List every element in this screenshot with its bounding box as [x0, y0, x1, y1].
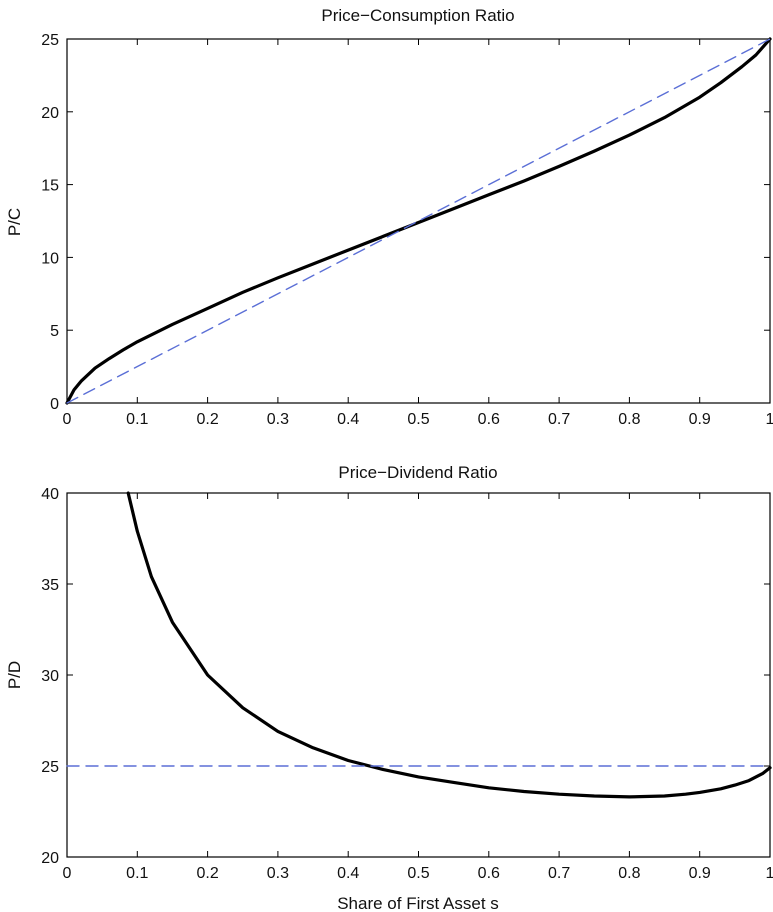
x-tick-label: 0	[63, 865, 72, 882]
x-tick-label: 0.6	[478, 865, 500, 882]
chart-price-consumption: Price−Consumption Ratio P/C 0 0.1 0.2 0.3 0.…	[5, 6, 773, 428]
x-tick-label: 0.8	[618, 411, 640, 428]
solid-series-line	[126, 491, 772, 799]
x-tick-label: 0.1	[126, 411, 148, 428]
y-tick-label: 5	[50, 323, 59, 340]
x-tick-label: 0.9	[689, 411, 711, 428]
x-tick-label: 0.9	[689, 865, 711, 882]
x-tick-label: 0.2	[196, 865, 218, 882]
x-tick-label: 0.3	[267, 865, 289, 882]
y-tick-label: 0	[50, 396, 59, 413]
y-tick-label: 20	[41, 850, 59, 867]
x-tick-label: 0.4	[337, 411, 359, 428]
chart-title: Price−Consumption Ratio	[321, 6, 514, 25]
y-axis-label: P/C	[5, 208, 24, 236]
y-tick-label: 15	[41, 178, 59, 195]
x-tick-label: 1	[766, 411, 773, 428]
x-tick-label: 0.6	[478, 411, 500, 428]
y-tick-label: 40	[41, 486, 59, 503]
x-tick-label: 0.4	[337, 865, 359, 882]
y-axis-label: P/D	[5, 661, 24, 689]
chart-price-dividend: Price−Dividend Ratio P/D Share of First …	[5, 463, 773, 912]
plot-area	[66, 492, 771, 858]
x-tick-label: 0.7	[548, 411, 570, 428]
x-tick-label: 0.3	[267, 411, 289, 428]
y-tick-label: 25	[41, 759, 59, 776]
y-tick-label: 20	[41, 105, 59, 122]
solid-series-line	[65, 37, 772, 405]
y-tick-label: 10	[41, 250, 59, 267]
x-tick-label: 0.7	[548, 865, 570, 882]
x-tick-label: 1	[766, 865, 773, 882]
x-tick-label: 0.8	[618, 865, 640, 882]
x-tick-label: 0.5	[407, 865, 429, 882]
x-axis-label: Share of First Asset s	[337, 894, 499, 912]
y-tick-label: 25	[41, 32, 59, 49]
y-tick-label: 30	[41, 668, 59, 685]
chart-title: Price−Dividend Ratio	[338, 463, 497, 482]
y-tick-label: 35	[41, 577, 59, 594]
x-tick-label: 0.2	[196, 411, 218, 428]
x-tick-label: 0.1	[126, 865, 148, 882]
x-tick-label: 0.5	[407, 411, 429, 428]
x-tick-label: 0	[63, 411, 72, 428]
